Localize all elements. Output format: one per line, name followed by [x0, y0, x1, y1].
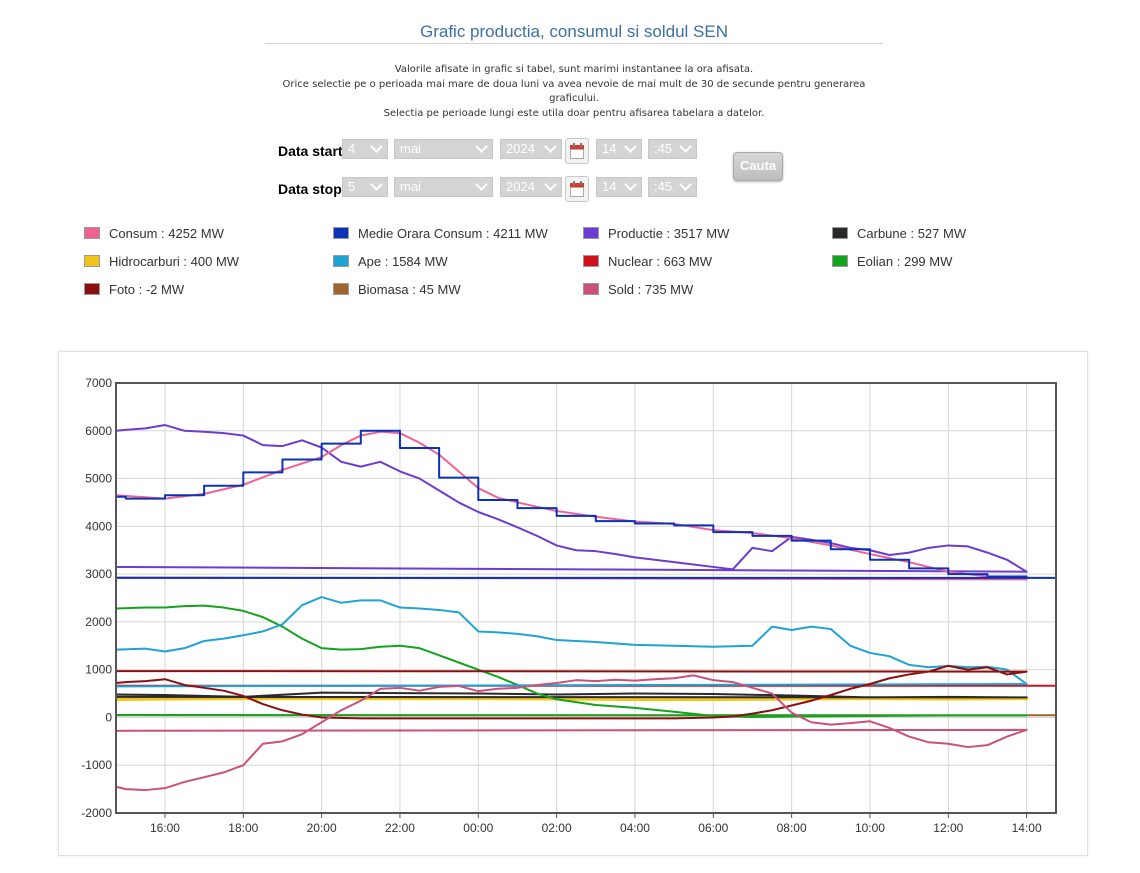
search-button[interactable]: Cauta [733, 152, 783, 181]
stop-month-select[interactable]: mai [394, 177, 493, 197]
chevron-down-icon [679, 178, 692, 191]
start-minute-select[interactable]: :45 [648, 139, 697, 159]
stop-year-select[interactable]: 2024 [500, 177, 562, 197]
legend-label: Hidrocarburi : 400 MW [109, 254, 240, 269]
legend-swatch [583, 283, 599, 295]
chevron-down-icon [475, 140, 488, 153]
chevron-down-icon [544, 140, 557, 153]
legend-label: Nuclear : 663 MW [608, 254, 713, 269]
x-tick-label: 18:00 [228, 821, 258, 835]
y-tick-label: -2000 [81, 806, 112, 820]
series-line-ape [115, 596, 1028, 688]
y-tick-label: 4000 [85, 519, 112, 533]
x-tick-label: 20:00 [307, 821, 337, 835]
x-tick-label: 10:00 [855, 821, 885, 835]
start-label: Data start [278, 143, 343, 159]
chart-container: -2000 -1000 0 1000 2000 3000 4000 5000 6000 7000 1… [58, 351, 1088, 856]
legend-label: Ape : 1584 MW [358, 254, 448, 269]
legend-swatch [333, 227, 349, 239]
info-line: graficului. [549, 93, 599, 105]
y-tick-label: 7000 [85, 376, 112, 390]
series-line-sold [115, 674, 1028, 792]
plot-frame [115, 382, 1057, 814]
x-tick-label: 04:00 [620, 821, 650, 835]
legend-swatch [832, 255, 848, 267]
chevron-down-icon [624, 140, 637, 153]
info-line: Orice selectie pe o perioada mai mare de… [282, 78, 866, 90]
chevron-down-icon [679, 140, 692, 153]
line-chart: -2000 -1000 0 1000 2000 3000 4000 5000 6000 7000 1… [81, 376, 1057, 835]
chevron-down-icon [624, 178, 637, 191]
info-line: Valorile afisate in grafic si tabel, sun… [394, 64, 754, 75]
title-divider [265, 43, 883, 44]
y-tick-label: 1000 [85, 663, 112, 677]
x-tick-label: 12:00 [933, 821, 963, 835]
calendar-icon[interactable] [565, 176, 589, 202]
series-line-eolian [115, 604, 1028, 718]
x-tick-label: 22:00 [385, 821, 415, 835]
stop-minute-select[interactable]: :45 [648, 177, 697, 197]
series-line-carbune [115, 691, 1028, 699]
legend-label: Consum : 4252 MW [109, 226, 224, 241]
legend-swatch [84, 227, 100, 239]
x-tick-label: 14:00 [1012, 821, 1042, 835]
legend-swatch [333, 283, 349, 295]
start-month-select[interactable]: mai [394, 139, 493, 159]
legend-label: Medie Orara Consum : 4211 MW [358, 226, 548, 241]
y-tick-label: 0 [105, 710, 112, 724]
start-hour-select[interactable]: 14 [596, 139, 642, 159]
chevron-down-icon [370, 178, 383, 191]
x-tick-label: 16:00 [150, 821, 180, 835]
calendar-icon[interactable] [565, 138, 589, 164]
legend-swatch [583, 227, 599, 239]
y-tick-label: -1000 [81, 758, 112, 772]
plot-area [116, 383, 1056, 813]
chevron-down-icon [370, 140, 383, 153]
legend-swatch [832, 227, 848, 239]
legend-swatch [84, 283, 100, 295]
stop-hour-select[interactable]: 14 [596, 177, 642, 197]
info-text: Valorile afisate in grafic si tabel, sun… [265, 63, 883, 121]
start-year-select[interactable]: 2024 [500, 139, 562, 159]
series-line-productie [115, 424, 1028, 573]
legend-swatch [84, 255, 100, 267]
y-tick-label: 6000 [85, 424, 112, 438]
legend-label: Sold : 735 MW [608, 282, 694, 297]
legend-label: Productie : 3517 MW [608, 226, 730, 241]
legend-swatch [583, 255, 599, 267]
series-line-hidrocarburi [115, 696, 1029, 702]
info-line: Selectia pe perioade lungi este utila do… [383, 107, 765, 119]
legend-label: Eolian : 299 MW [857, 254, 953, 269]
legend-label: Biomasa : 45 MW [358, 282, 461, 297]
series-line-medie-orara-consum [115, 429, 1056, 579]
legend-label: Foto : -2 MW [109, 282, 185, 297]
y-tick-label: 5000 [85, 472, 112, 486]
page-title: Grafic productia, consumul si soldul SEN [419, 22, 729, 41]
x-tick-label: 06:00 [698, 821, 728, 835]
chevron-down-icon [475, 178, 488, 191]
series-line-foto [115, 664, 1028, 720]
y-tick-label: 3000 [85, 567, 112, 581]
start-day-select[interactable]: 4 [342, 139, 388, 159]
chevron-down-icon [544, 178, 557, 191]
legend-label: Carbune : 527 MW [857, 226, 967, 241]
stop-day-select[interactable]: 5 [342, 177, 388, 197]
x-tick-label: 08:00 [777, 821, 807, 835]
y-tick-label: 2000 [85, 615, 112, 629]
x-tick-label: 00:00 [463, 821, 493, 835]
legend-swatch [333, 255, 349, 267]
stop-label: Data stop [278, 181, 342, 197]
x-tick-label: 02:00 [542, 821, 572, 835]
